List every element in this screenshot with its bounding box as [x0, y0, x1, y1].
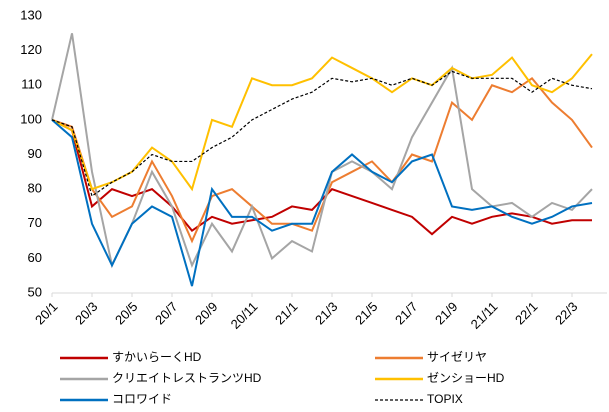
x-tick-label: 21/1 [272, 299, 301, 328]
y-tick-label: 50 [28, 284, 42, 299]
x-tick-label: 22/3 [552, 299, 581, 328]
legend-label: TOPIX [427, 392, 463, 406]
series-line [51, 33, 593, 269]
series-line [51, 119, 593, 287]
series-line [51, 76, 593, 244]
x-tick-label: 20/1 [32, 299, 61, 328]
x-tick-label: 21/11 [468, 299, 501, 332]
legend-label: クリエイトレストランツHD [112, 371, 262, 385]
legend-label: すかいらーくHD [112, 350, 202, 364]
y-tick-label: 100 [20, 111, 42, 126]
y-tick-label: 80 [28, 181, 42, 196]
x-tick-label: 21/5 [352, 299, 381, 328]
x-tick-label: 20/9 [192, 299, 221, 328]
x-tick-label: 21/3 [312, 299, 341, 328]
y-tick-label: 120 [20, 42, 42, 57]
legend-label: コロワイド [112, 392, 172, 406]
series-line [51, 70, 593, 198]
x-tick-label: 21/9 [432, 299, 461, 328]
x-tick-label: 20/11 [228, 299, 261, 332]
y-tick-label: 90 [28, 146, 42, 161]
legend-label: ゼンショーHD [427, 371, 505, 385]
y-tick-label: 60 [28, 250, 42, 265]
x-tick-label: 20/3 [72, 299, 101, 328]
x-tick-label: 20/7 [152, 299, 181, 328]
y-tick-label: 110 [21, 77, 42, 92]
y-tick-label: 70 [28, 215, 42, 230]
series-line [51, 53, 593, 192]
x-tick-label: 22/1 [512, 299, 541, 328]
legend-label: サイゼリヤ [427, 350, 487, 364]
x-tick-label: 21/7 [392, 299, 421, 328]
y-tick-label: 130 [20, 7, 42, 22]
x-tick-label: 20/5 [112, 299, 141, 328]
